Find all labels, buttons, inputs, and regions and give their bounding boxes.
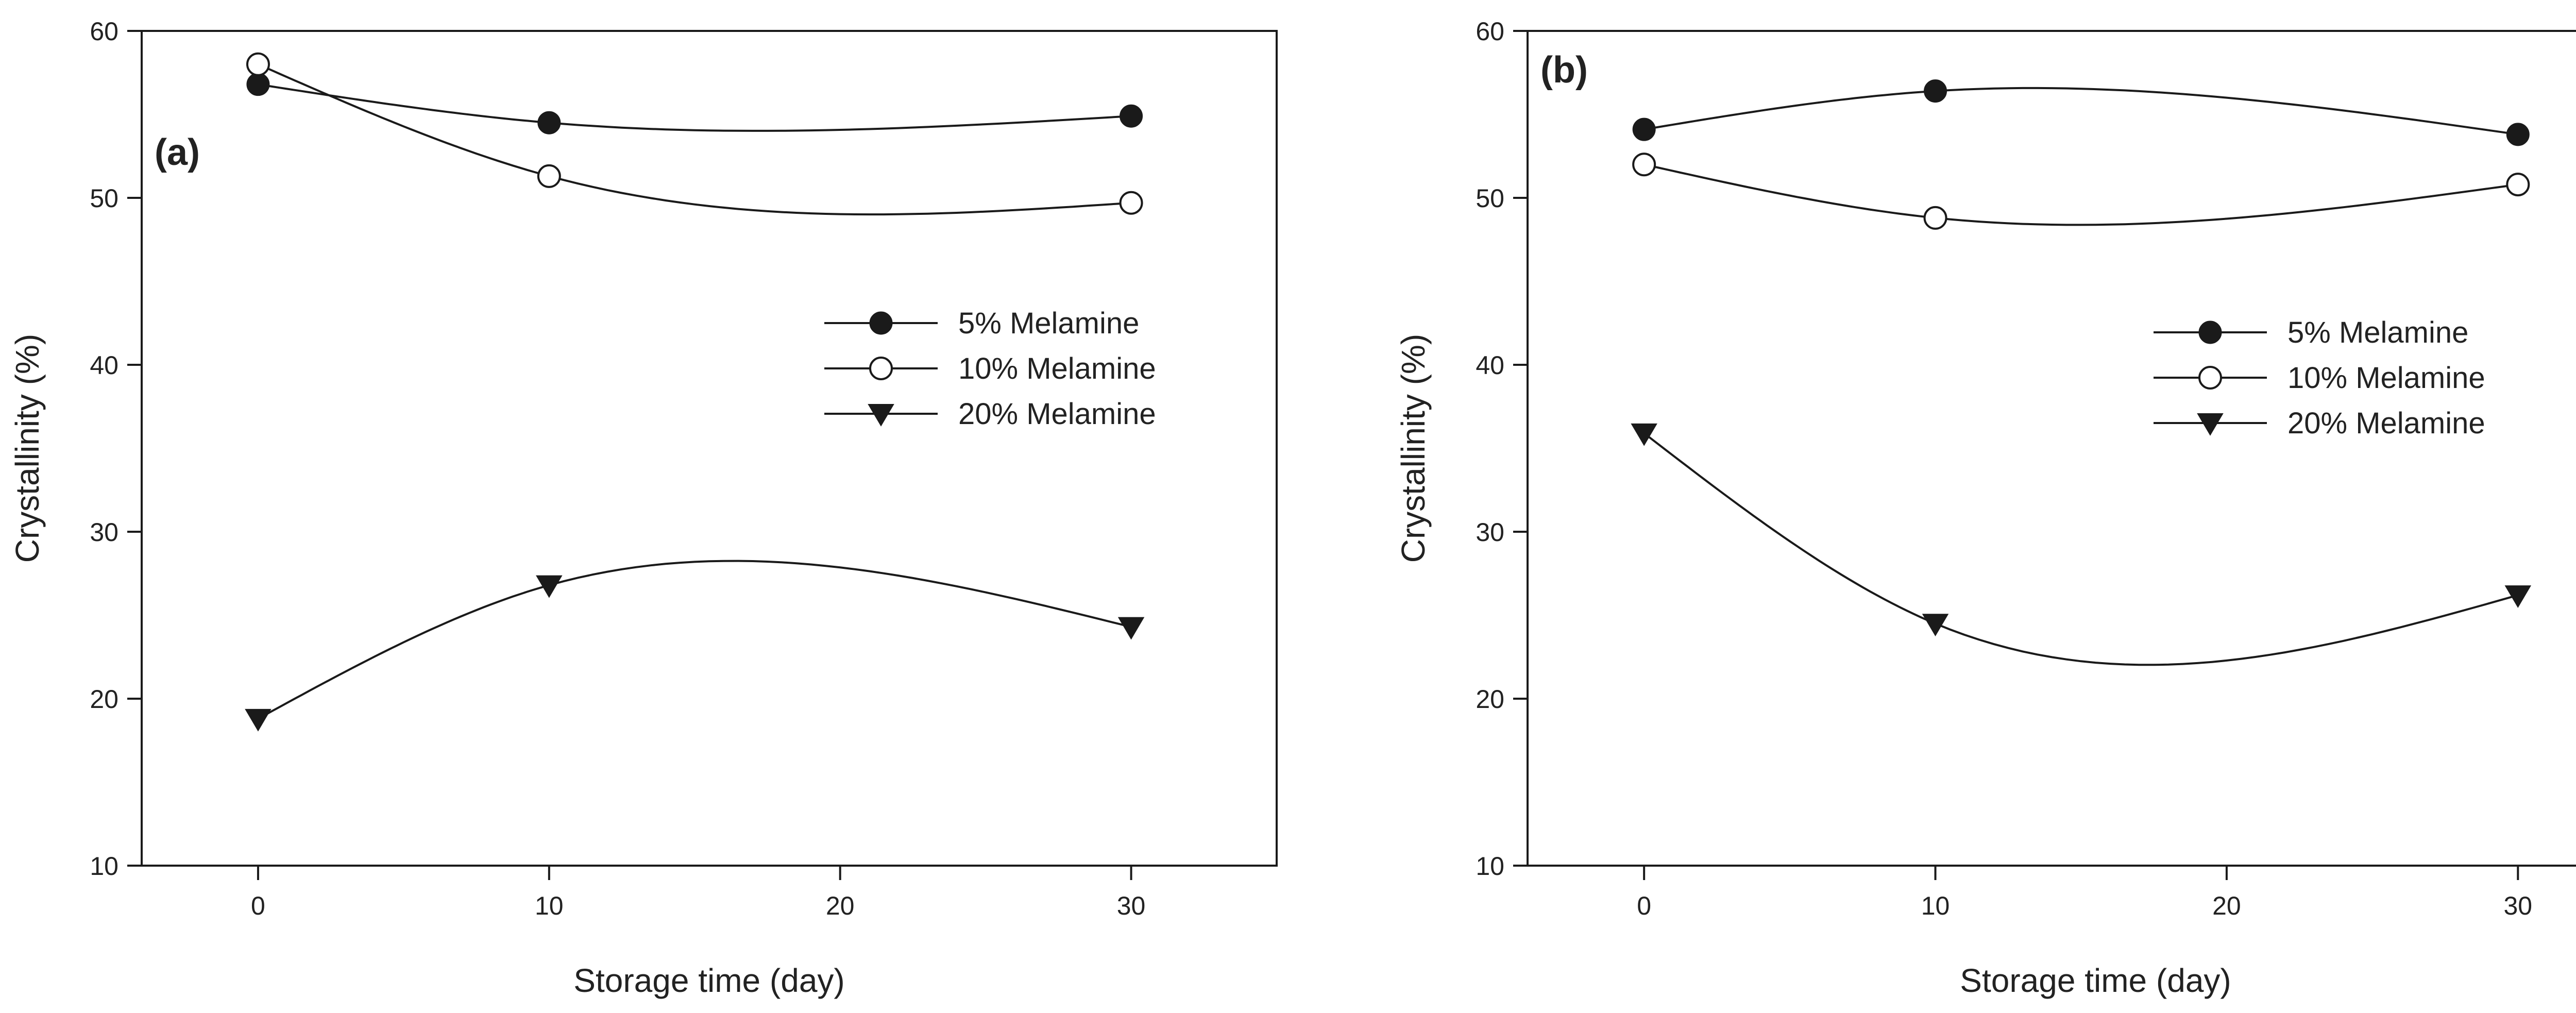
- y-tick-label: 60: [1476, 17, 1504, 46]
- y-tick-label: 30: [1476, 518, 1504, 547]
- data-point-series-2: [1119, 191, 1143, 215]
- panel-label-a: (a): [155, 132, 200, 173]
- y-tick-label: 20: [1476, 685, 1504, 714]
- x-axis-b: 0 10 20 30: [1637, 866, 2532, 920]
- y-tick-label: 10: [1476, 852, 1504, 881]
- legend-label: 20% Melamine: [2287, 407, 2485, 440]
- data-point-series-1: [2506, 123, 2530, 146]
- series-line-1: [258, 83, 1131, 132]
- legend-label: 5% Melamine: [958, 307, 1139, 340]
- y-tick-label: 40: [1476, 351, 1504, 380]
- series-line-1: [1643, 87, 2518, 136]
- legend-label: 5% Melamine: [2287, 316, 2468, 349]
- data-point-series-2: [246, 52, 270, 76]
- x-tick-label: 0: [1637, 891, 1651, 920]
- series-line-2: [258, 63, 1131, 216]
- legend-label: 10% Melamine: [958, 352, 1156, 385]
- x-tick-label: 10: [535, 891, 564, 920]
- data-point-series-3: [536, 575, 563, 598]
- legend-label: 20% Melamine: [958, 397, 1156, 431]
- data-point-series-2: [2506, 173, 2530, 197]
- y-tick-label: 30: [90, 518, 118, 547]
- y-tick-label: 60: [90, 17, 118, 46]
- data-point-series-3: [245, 708, 272, 732]
- series-line-3: [257, 560, 1132, 720]
- x-tick-label: 0: [251, 891, 265, 920]
- data-point-series-1: [1924, 79, 1947, 103]
- data-point-series-1: [246, 73, 270, 96]
- chart-panel-a: 10 20 30 40 50 60 0 10 20 30 5% Melamine 10% Mela…: [9, 17, 1278, 999]
- data-point-series-1: [1632, 117, 1656, 141]
- data-point-series-1: [1120, 104, 1143, 128]
- legend-marker: [869, 357, 893, 380]
- panel-label-b: (b): [1540, 49, 1588, 91]
- data-point-series-3: [1631, 423, 1657, 446]
- series-group-a: [245, 52, 1145, 732]
- x-tick-label: 10: [1921, 891, 1950, 920]
- legend-b: 5% Melamine 10% Melamine 20% Melamine: [2154, 316, 2485, 440]
- legend-marker: [2198, 366, 2222, 390]
- y-tick-label: 50: [1476, 184, 1504, 213]
- legend-marker: [869, 311, 893, 335]
- legend-marker: [2197, 413, 2224, 436]
- x-axis-title-b: Storage time (day): [1960, 962, 2231, 999]
- y-tick-label: 20: [90, 685, 118, 714]
- legend-label: 10% Melamine: [2287, 361, 2485, 395]
- y-axis-a: 10 20 30 40 50 60: [90, 17, 142, 881]
- y-axis-b: 10 20 30 40 50 60: [1476, 17, 1528, 881]
- legend-a: 5% Melamine 10% Melamine 20% Melamine: [824, 307, 1156, 431]
- legend-marker: [2198, 320, 2222, 344]
- x-tick-label: 20: [826, 891, 855, 920]
- data-point-series-2: [537, 164, 561, 188]
- data-point-series-2: [1632, 153, 1656, 177]
- chart-panel-b: 10 20 30 40 50 60 0 10 20 30 5% Melamine 10% Mela…: [1395, 17, 2576, 999]
- y-axis-title-a: Crystallinity (%): [9, 334, 46, 563]
- data-point-series-1: [537, 111, 561, 134]
- y-tick-label: 40: [90, 351, 118, 380]
- plot-frame-b: [1527, 30, 2576, 867]
- series-line-2: [1643, 163, 2518, 226]
- series-group-b: [1631, 79, 2532, 666]
- x-axis-title-a: Storage time (day): [573, 962, 844, 999]
- y-tick-label: 10: [90, 852, 118, 881]
- x-tick-label: 20: [2212, 891, 2241, 920]
- data-point-series-3: [2504, 585, 2532, 608]
- y-tick-label: 50: [90, 184, 118, 213]
- y-axis-title-b: Crystallinity (%): [1395, 334, 1432, 563]
- data-point-series-3: [1922, 614, 1949, 636]
- data-point-series-3: [1117, 617, 1145, 640]
- plot-frame-a: [141, 30, 1278, 867]
- series-line-3: [1643, 432, 2518, 666]
- data-point-series-2: [1923, 206, 1947, 230]
- x-axis-a: 0 10 20 30: [251, 866, 1145, 920]
- x-tick-label: 30: [2503, 891, 2532, 920]
- x-tick-label: 30: [1117, 891, 1146, 920]
- legend-marker: [868, 404, 894, 427]
